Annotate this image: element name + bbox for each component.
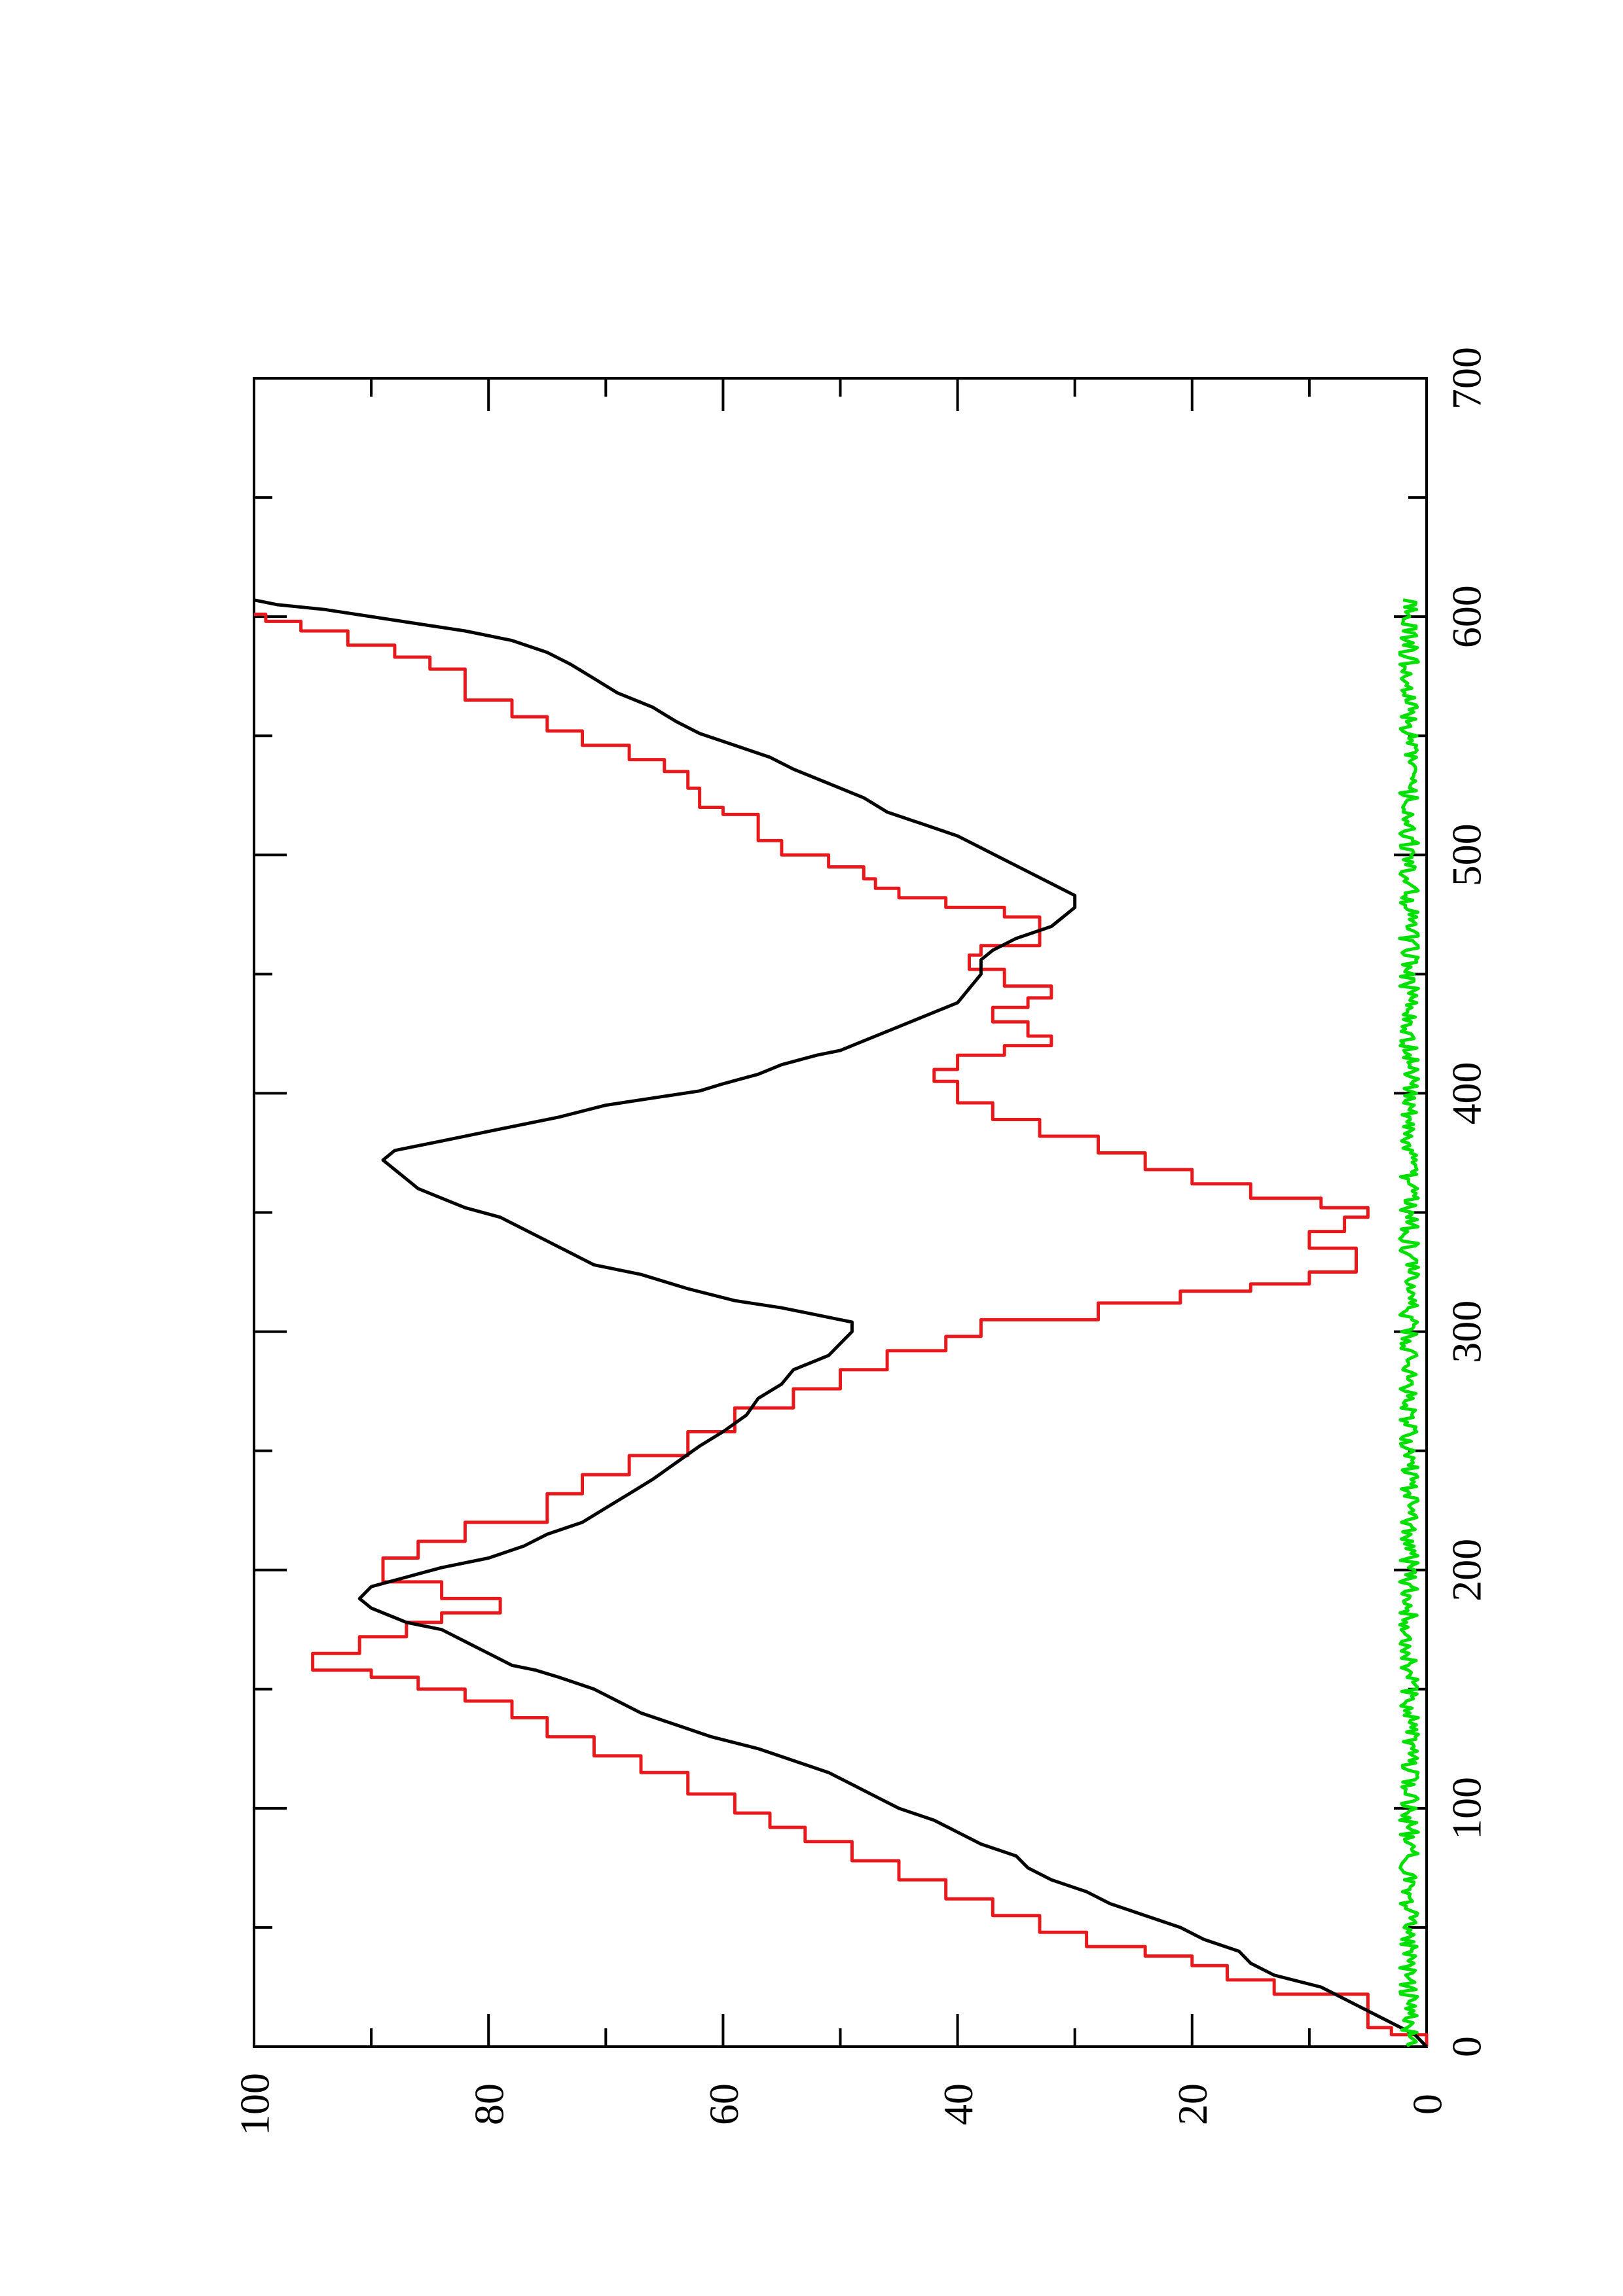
x-tick-label: 400 [1443, 1062, 1489, 1124]
x-tick-label: 300 [1443, 1300, 1489, 1363]
y-tick-label: 60 [701, 2083, 747, 2125]
plot-frame [253, 377, 1428, 2048]
y-tick-label: 100 [231, 2073, 278, 2136]
axis-tick-labels: 0 100 200 300 400 500 600 700 0 20 40 60 80 100 [231, 347, 1489, 2136]
x-tick-label: 0 [1443, 2036, 1489, 2057]
x-tick-label: 600 [1443, 585, 1489, 648]
x-tick-label: 100 [1443, 1777, 1489, 1840]
x-tick-label: 700 [1443, 347, 1489, 410]
series-line-0 [254, 613, 1429, 2047]
y-tick-label: 40 [935, 2083, 981, 2125]
series-line-2 [1398, 598, 1420, 2048]
x-tick-label: 500 [1443, 823, 1489, 886]
axis-ticks [253, 377, 1428, 2048]
y-tick-label: 80 [466, 2083, 513, 2125]
y-tick-label: 0 [1404, 2094, 1450, 2115]
series-line-1 [253, 598, 1428, 2048]
data-series [253, 598, 1429, 2048]
y-tick-label: 20 [1169, 2083, 1216, 2125]
x-tick-label: 200 [1443, 1539, 1489, 1602]
